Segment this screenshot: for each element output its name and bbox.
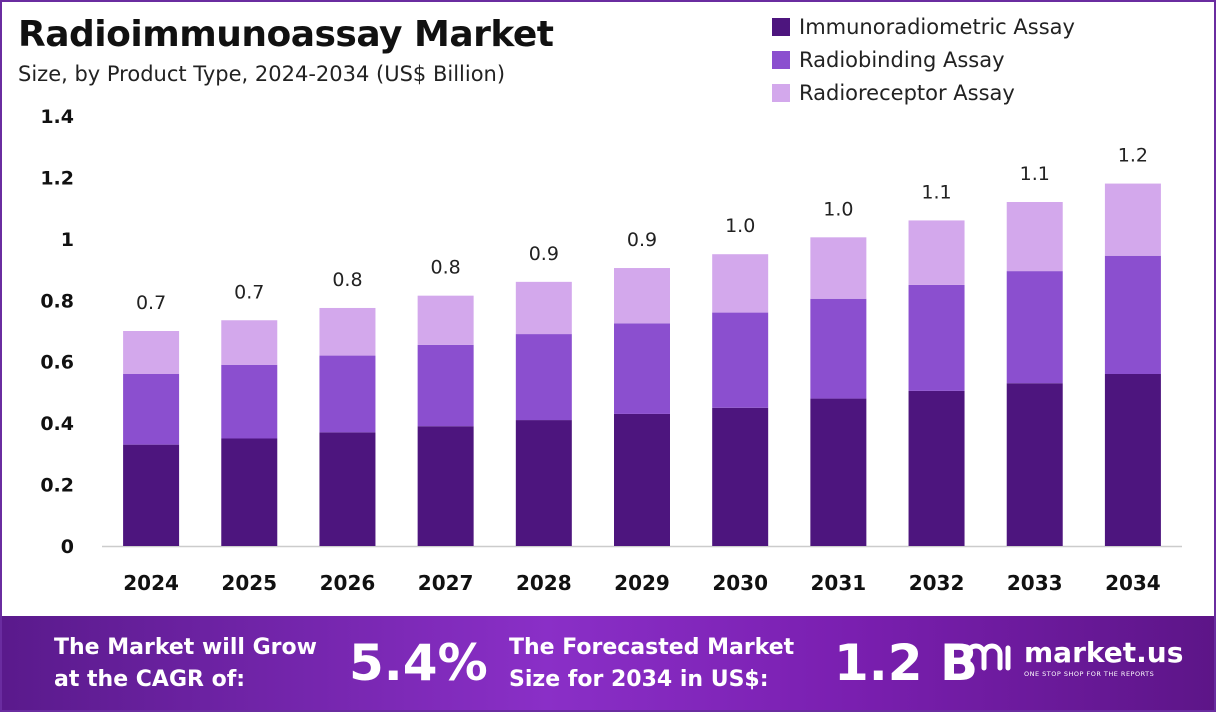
bar-segment-radioreceptor-assay — [123, 331, 180, 374]
legend-label-radiobinding: Radiobinding Assay — [799, 47, 1005, 72]
bar-total-label: 1.1 — [1020, 163, 1050, 185]
legend-swatch-immunoradiometric — [772, 17, 790, 36]
bar-segment-radioreceptor-assay — [810, 237, 867, 299]
bar-segment-radioreceptor-assay — [1104, 183, 1161, 256]
bar-segment-immunoradiometric-assay — [810, 398, 867, 546]
y-tick-label: 0 — [61, 536, 74, 558]
footer-banner: The Market will Grow at the CAGR of: 5.4… — [2, 616, 1214, 710]
y-tick-label: 0.4 — [40, 413, 74, 435]
bar-segment-immunoradiometric-assay — [614, 413, 670, 546]
bar-segment-immunoradiometric-assay — [1104, 374, 1161, 546]
bar-total-label: 0.7 — [136, 292, 166, 314]
bar-segment-radiobinding-assay — [810, 298, 867, 399]
y-tick-label: 1 — [61, 229, 74, 251]
x-tick-label: 2033 — [1007, 571, 1063, 595]
bar-total-label: 0.8 — [431, 257, 461, 279]
y-tick-label: 1.2 — [40, 167, 74, 189]
forecast-caption-line1: The Forecasted Market — [509, 635, 795, 660]
chart-subtitle: Size, by Product Type, 2024-2034 (US$ Bi… — [18, 62, 506, 86]
cagr-caption: The Market will Grow at the CAGR of: — [54, 632, 317, 696]
stacked-bar-chart: 0 0.2 0.4 0.6 0.8 1 1.2 1.4 0.7 2024 0.7 2025 0.8 202… — [40, 106, 1182, 595]
bar-segment-radiobinding-assay — [319, 355, 376, 433]
bar-segment-radiobinding-assay — [614, 323, 670, 414]
bar-segment-immunoradiometric-assay — [123, 444, 180, 546]
forecast-caption-line2: Size for 2034 in US$: — [509, 667, 769, 692]
bar-segment-immunoradiometric-assay — [417, 426, 474, 546]
bar-segment-radioreceptor-assay — [319, 307, 376, 356]
bar-segment-radiobinding-assay — [908, 284, 965, 391]
bar-total-label: 0.7 — [234, 281, 264, 303]
x-tick-label: 2027 — [418, 571, 474, 595]
bar-segment-immunoradiometric-assay — [712, 407, 769, 546]
market-us-logo-icon — [965, 643, 1011, 671]
bar-segment-immunoradiometric-assay — [515, 420, 572, 546]
forecast-caption: The Forecasted Market Size for 2034 in U… — [509, 632, 794, 696]
bar-segment-radiobinding-assay — [515, 334, 572, 421]
bar-segment-radioreceptor-assay — [1006, 202, 1063, 272]
y-tick-label: 0.8 — [40, 290, 74, 312]
cagr-caption-line1: The Market will Grow — [54, 635, 317, 660]
legend-swatch-radioreceptor — [772, 83, 790, 102]
bar-total-label: 1.0 — [725, 215, 755, 237]
bar-segment-immunoradiometric-assay — [908, 390, 965, 546]
bar-segment-radioreceptor-assay — [417, 295, 474, 345]
bar-total-label: 1.2 — [1118, 145, 1148, 167]
legend-label-immunoradiometric: Immunoradiometric Assay — [799, 14, 1075, 39]
x-tick-label: 2031 — [811, 571, 867, 595]
cagr-caption-line2: at the CAGR of: — [54, 667, 246, 692]
brand-name: market.us — [1024, 636, 1184, 669]
y-tick-label: 0.6 — [40, 352, 74, 374]
bar-segment-immunoradiometric-assay — [221, 438, 278, 546]
legend: Immunoradiometric Assay Radiobinding Ass… — [772, 10, 1075, 109]
bar-total-label: 1.1 — [921, 181, 951, 203]
x-tick-label: 2029 — [614, 571, 670, 595]
y-tick-label: 1.4 — [40, 106, 74, 128]
y-tick-label: 0.2 — [40, 475, 74, 497]
bar-segment-radioreceptor-assay — [221, 320, 278, 365]
bar-total-label: 0.9 — [627, 229, 657, 251]
bar-segment-radiobinding-assay — [712, 312, 769, 408]
bar-segment-radiobinding-assay — [417, 344, 474, 427]
legend-item-radiobinding: Radiobinding Assay — [772, 43, 1075, 76]
x-tick-label: 2034 — [1105, 571, 1161, 595]
bar-total-label: 1.0 — [823, 198, 853, 220]
bar-segment-radiobinding-assay — [123, 374, 180, 445]
bar-segment-radiobinding-assay — [221, 364, 278, 439]
bar-segment-radiobinding-assay — [1006, 271, 1063, 384]
x-tick-label: 2032 — [909, 571, 965, 595]
chart-title: Radioimmunoassay Market — [18, 14, 554, 55]
bar-segment-immunoradiometric-assay — [1006, 383, 1063, 546]
cagr-value: 5.4% — [349, 634, 488, 692]
x-tick-label: 2024 — [123, 571, 179, 595]
x-tick-label: 2028 — [516, 571, 572, 595]
bar-segment-radioreceptor-assay — [515, 281, 572, 335]
legend-item-immunoradiometric: Immunoradiometric Assay — [772, 10, 1075, 43]
bar-segment-radioreceptor-assay — [614, 268, 670, 324]
bar-segment-radioreceptor-assay — [908, 220, 965, 285]
forecast-value: 1.2 B — [834, 634, 979, 692]
legend-swatch-radiobinding — [772, 50, 790, 69]
bar-segment-radioreceptor-assay — [712, 254, 769, 313]
legend-item-radioreceptor: Radioreceptor Assay — [772, 76, 1075, 109]
x-tick-label: 2026 — [320, 571, 376, 595]
bar-segment-radiobinding-assay — [1104, 255, 1161, 374]
x-tick-label: 2030 — [712, 571, 768, 595]
bar-total-label: 0.8 — [332, 269, 362, 291]
bar-segment-immunoradiometric-assay — [319, 432, 376, 546]
bar-total-label: 0.9 — [529, 243, 559, 265]
legend-label-radioreceptor: Radioreceptor Assay — [799, 80, 1015, 105]
brand-tagline: ONE STOP SHOP FOR THE REPORTS — [1024, 670, 1155, 678]
x-tick-label: 2025 — [221, 571, 277, 595]
brand-logo: market.us ONE STOP SHOP FOR THE REPORTS — [964, 638, 1183, 678]
